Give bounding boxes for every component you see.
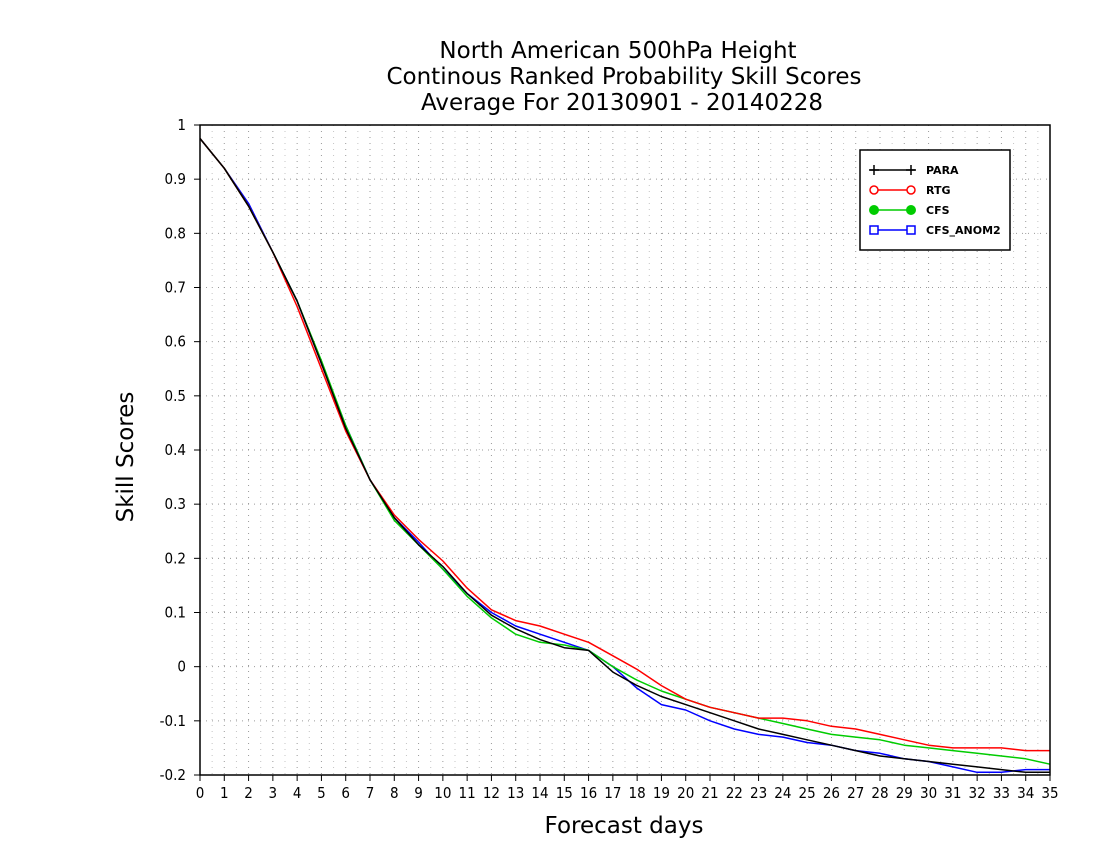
legend-item-para: PARA [869,164,959,177]
x-tick-label: 24 [774,784,791,802]
legend-label: CFS_ANOM2 [926,224,1001,237]
y-tick-label: 0.7 [165,279,186,297]
y-tick-label: 0.8 [165,224,186,242]
x-tick-label: 20 [677,784,694,802]
x-tick-label: 21 [701,784,718,802]
legend-box [859,149,1011,251]
legend-item-rtg: RTG [869,184,951,197]
y-tick-label: 0.1 [165,604,186,622]
x-tick-label: 12 [483,784,500,802]
title-line-2: Continous Ranked Probability Skill Score… [386,64,861,90]
x-tick-label: 31 [944,784,961,802]
legend-label: CFS [926,204,950,217]
y-tick-label: 0.6 [165,333,186,351]
series-line-rtg [199,138,1050,752]
x-tick-label: 4 [293,784,302,802]
x-tick-label: 17 [604,784,621,802]
y-tick-labels: 1 0.9 0.8 0.7 0.6 0.5 0.4 0.3 0.2 0.1 0 -0.1 -0.2 [160,116,186,784]
x-tick-label: 28 [871,784,888,802]
x-tick-label: 9 [414,784,423,802]
x-tick-label: 23 [750,784,767,802]
x-tick-label: 30 [920,784,937,802]
x-tick-label: 16 [580,784,597,802]
x-tick-label: 25 [799,784,816,802]
x-tick-label: 8 [390,784,399,802]
x-tick-label: 11 [459,784,476,802]
x-tick-label: 10 [434,784,451,802]
y-tick-label: 0.4 [165,441,186,459]
x-tick-label: 27 [847,784,864,802]
legend: PARA RTG CFS CFS_ANOM2 [859,149,1011,251]
legend-marker-plus [906,165,916,175]
x-tick-label: 29 [896,784,913,802]
x-tick-label: 19 [653,784,670,802]
x-tick-label: 18 [629,784,646,802]
x-axis-label: Forecast days [545,813,704,839]
x-tick-label: 14 [531,784,548,802]
legend-marker-open-circle [906,185,916,195]
legend-item-cfs_anom2: CFS_ANOM2 [869,224,1001,237]
y-tick-label: -0.2 [160,766,186,784]
legend-marker-filled-circle [869,205,879,215]
y-tick-label: 0.9 [165,170,186,188]
legend-marker-open-square [906,225,916,235]
y-tick-label: -0.1 [160,712,186,730]
y-tick-label: 0.2 [165,549,186,567]
x-tick-label: 26 [823,784,840,802]
x-tick-label: 32 [969,784,986,802]
x-tick-label: 2 [244,784,253,802]
axis-ticks [194,124,1051,781]
x-tick-label: 15 [556,784,573,802]
x-tick-label: 22 [726,784,743,802]
x-tick-label: 3 [269,784,278,802]
legend-label: RTG [926,184,951,197]
x-tick-label: 7 [366,784,375,802]
chart-title: North American 500hPa Height Continous R… [386,38,861,116]
x-tick-label: 1 [220,784,229,802]
series-line-cfs [199,138,1051,765]
legend-marker-open-circle [869,185,879,195]
y-tick-label: 0.5 [165,387,186,405]
legend-marker-open-square [869,225,879,235]
legend-item-cfs: CFS [869,204,950,217]
legend-marker-plus [869,165,879,175]
x-tick-label: 6 [341,784,350,802]
title-line-3: Average For 20130901 - 20140228 [421,90,823,116]
series-line-para [199,138,1050,774]
x-tick-label: 5 [317,784,326,802]
x-tick-label: 0 [196,784,205,802]
title-line-1: North American 500hPa Height [439,38,796,64]
legend-label: PARA [926,164,959,177]
y-tick-label: 1 [177,116,186,134]
x-tick-label: 13 [507,784,524,802]
legend-marker-filled-circle [906,205,916,215]
x-tick-label: 34 [1017,784,1034,802]
x-tick-labels: 0 1 2 3 4 5 6 7 8 9 10 11 12 13 14 15 16 17 18 19 20 21 22 23 24… [196,784,1059,802]
x-tick-label: 33 [993,784,1010,802]
series-lines [199,138,1051,774]
y-axis-label: Skill Scores [113,392,139,523]
x-tick-label: 35 [1041,784,1058,802]
y-tick-label: 0.3 [165,495,186,513]
y-tick-label: 0 [177,658,186,676]
